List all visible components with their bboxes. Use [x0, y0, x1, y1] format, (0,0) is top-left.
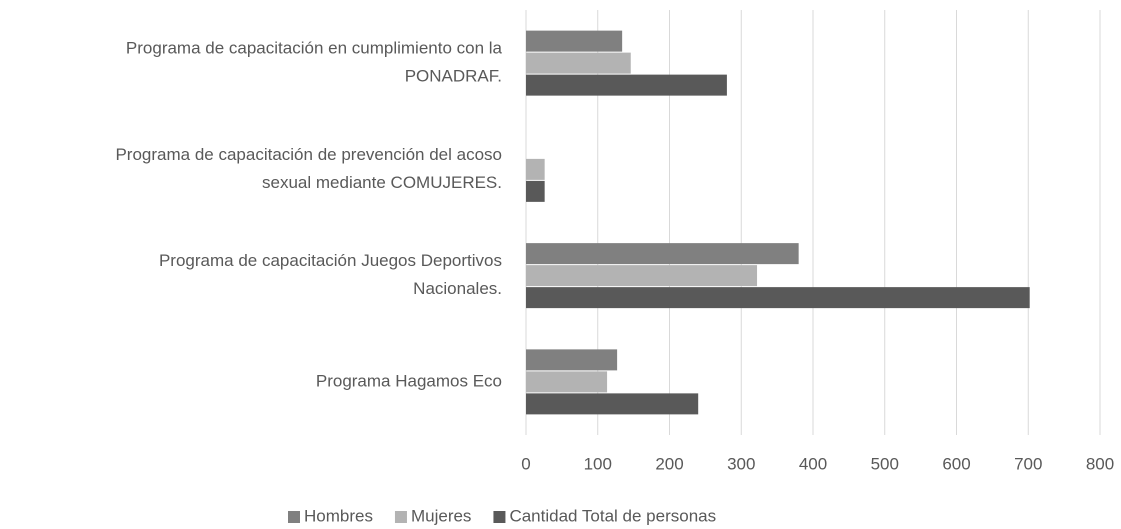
- legend-label: Cantidad Total de personas: [509, 506, 716, 525]
- bar: [526, 371, 608, 393]
- category-label: Programa de capacitación de prevención d…: [115, 145, 502, 164]
- legend-swatch: [394, 511, 407, 523]
- x-tick-label: 100: [584, 454, 612, 473]
- legend-label: Hombres: [304, 506, 373, 525]
- x-tick-label: 300: [727, 454, 755, 473]
- x-tick-label: 200: [655, 454, 683, 473]
- x-tick-label: 400: [799, 454, 827, 473]
- legend-swatch: [493, 511, 506, 523]
- category-label: Programa de capacitación Juegos Deportiv…: [159, 251, 502, 270]
- category-label: Programa Hagamos Eco: [316, 371, 502, 390]
- bar: [526, 74, 727, 96]
- legend-swatch: [288, 511, 300, 523]
- bar: [526, 349, 618, 371]
- x-tick-label: 800: [1086, 454, 1114, 473]
- legend-label: Mujeres: [411, 506, 471, 525]
- x-tick-label: 600: [942, 454, 970, 473]
- x-tick-label: 500: [871, 454, 899, 473]
- bar: [526, 158, 545, 180]
- bar: [526, 52, 631, 74]
- x-tick-label: 700: [1014, 454, 1042, 473]
- bar: [526, 30, 623, 52]
- category-label: PONADRAF.: [405, 67, 502, 86]
- bar: [526, 180, 545, 202]
- bar: [526, 265, 758, 287]
- bar: [526, 393, 699, 415]
- bar: [526, 287, 1030, 309]
- x-tick-label: 0: [521, 454, 530, 473]
- category-label: Programa de capacitación en cumplimiento…: [126, 39, 503, 58]
- category-label: Nacionales.: [413, 279, 502, 298]
- bar: [526, 243, 799, 265]
- category-label: sexual mediante COMUJERES.: [262, 173, 502, 192]
